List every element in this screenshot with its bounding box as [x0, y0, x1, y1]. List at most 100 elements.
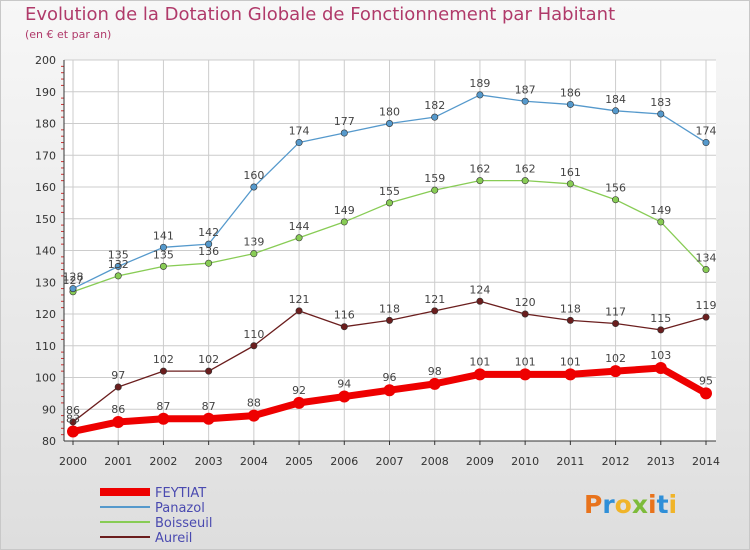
x-tick-label: 2004 — [240, 455, 268, 468]
data-label-feytiat: 103 — [650, 349, 671, 362]
data-point-panazol — [431, 113, 439, 121]
data-point-boisseuil — [114, 272, 122, 280]
data-label-feytiat: 87 — [156, 400, 170, 413]
data-point-feytiat — [67, 425, 79, 438]
y-tick-label: 130 — [35, 276, 56, 289]
data-point-boisseuil — [566, 180, 574, 188]
data-point-aureil — [159, 367, 167, 375]
y-tick-label: 120 — [35, 308, 56, 321]
data-label-aureil: 117 — [605, 306, 626, 319]
legend-label-panazol: Panazol — [155, 501, 205, 516]
data-point-panazol — [205, 240, 213, 248]
x-tick-label: 2011 — [556, 455, 584, 468]
data-label-panazol: 128 — [63, 271, 84, 284]
data-point-feytiat — [338, 390, 351, 403]
data-point-feytiat — [700, 387, 712, 400]
data-label-boisseuil: 144 — [289, 220, 310, 233]
data-point-feytiat — [473, 368, 486, 381]
data-point-feytiat — [202, 412, 215, 425]
data-label-aureil: 119 — [696, 299, 717, 312]
data-point-aureil — [69, 418, 77, 426]
data-label-panazol: 177 — [334, 115, 355, 128]
y-tick-label: 150 — [35, 213, 56, 226]
data-label-boisseuil: 149 — [650, 204, 671, 217]
x-tick-label: 2010 — [511, 455, 539, 468]
data-point-panazol — [159, 243, 167, 251]
data-label-feytiat: 94 — [337, 378, 351, 391]
x-tick-label: 2003 — [195, 455, 223, 468]
data-point-feytiat — [609, 365, 622, 378]
data-label-boisseuil: 136 — [198, 245, 219, 258]
data-label-panazol: 187 — [515, 83, 536, 96]
y-tick-label: 200 — [35, 54, 56, 67]
y-tick-label: 110 — [35, 340, 56, 353]
data-point-feytiat — [428, 377, 441, 390]
data-point-feytiat — [519, 368, 532, 381]
data-label-aureil: 118 — [560, 302, 581, 315]
data-label-panazol: 141 — [153, 229, 174, 242]
data-label-feytiat: 95 — [699, 374, 713, 387]
data-point-aureil — [657, 326, 665, 334]
data-label-boisseuil: 139 — [243, 236, 264, 249]
data-label-panazol: 174 — [289, 125, 310, 138]
data-point-aureil — [295, 307, 303, 315]
x-tick-label: 2012 — [602, 455, 630, 468]
x-tick-label: 2009 — [466, 455, 494, 468]
data-label-feytiat: 101 — [469, 355, 490, 368]
data-point-boisseuil — [612, 196, 620, 204]
data-point-aureil — [431, 307, 439, 315]
y-tick-label: 140 — [35, 245, 56, 258]
data-label-feytiat: 87 — [202, 400, 216, 413]
data-label-feytiat: 101 — [560, 355, 581, 368]
data-point-aureil — [205, 367, 213, 375]
data-label-boisseuil: 132 — [108, 258, 129, 271]
data-point-panazol — [476, 91, 484, 99]
data-label-boisseuil: 134 — [696, 252, 717, 265]
data-label-aureil: 86 — [66, 404, 80, 417]
data-point-panazol — [114, 262, 122, 270]
y-tick-label: 80 — [42, 435, 56, 448]
data-label-panazol: 160 — [243, 169, 264, 182]
data-label-aureil: 102 — [198, 353, 219, 366]
legend-label-boisseuil: Boisseuil — [155, 516, 213, 531]
y-tick-label: 190 — [35, 86, 56, 99]
data-label-panazol: 142 — [198, 226, 219, 239]
y-tick-label: 90 — [42, 403, 56, 416]
x-tick-label: 2007 — [376, 455, 404, 468]
data-point-panazol — [612, 107, 620, 115]
data-label-aureil: 118 — [379, 302, 400, 315]
x-tick-label: 2014 — [692, 455, 720, 468]
data-point-boisseuil — [476, 177, 484, 185]
y-tick-label: 170 — [35, 149, 56, 162]
data-label-boisseuil: 161 — [560, 166, 581, 179]
data-label-boisseuil: 159 — [424, 172, 445, 185]
data-label-panazol: 186 — [560, 86, 581, 99]
x-tick-label: 2013 — [647, 455, 675, 468]
data-label-panazol: 180 — [379, 106, 400, 119]
data-label-panazol: 182 — [424, 99, 445, 112]
data-label-feytiat: 88 — [247, 397, 261, 410]
data-point-boisseuil — [295, 234, 303, 242]
data-point-aureil — [114, 383, 122, 391]
x-tick-label: 2000 — [59, 455, 87, 468]
data-label-aureil: 121 — [424, 293, 445, 306]
data-point-feytiat — [247, 409, 260, 422]
data-point-panazol — [521, 97, 529, 105]
data-point-aureil — [612, 320, 620, 328]
data-label-aureil: 97 — [111, 369, 125, 382]
data-label-boisseuil: 149 — [334, 204, 355, 217]
data-point-aureil — [340, 323, 348, 331]
y-tick-label: 180 — [35, 118, 56, 131]
data-label-boisseuil: 155 — [379, 185, 400, 198]
data-point-panazol — [69, 285, 77, 293]
data-point-feytiat — [654, 361, 667, 374]
data-point-feytiat — [383, 384, 396, 397]
data-label-aureil: 102 — [153, 353, 174, 366]
data-label-feytiat: 101 — [515, 355, 536, 368]
data-point-aureil — [250, 342, 258, 350]
data-point-boisseuil — [521, 177, 529, 185]
data-point-aureil — [566, 316, 574, 324]
chart-title: Evolution de la Dotation Globale de Fonc… — [25, 4, 616, 25]
data-point-feytiat — [157, 412, 170, 425]
